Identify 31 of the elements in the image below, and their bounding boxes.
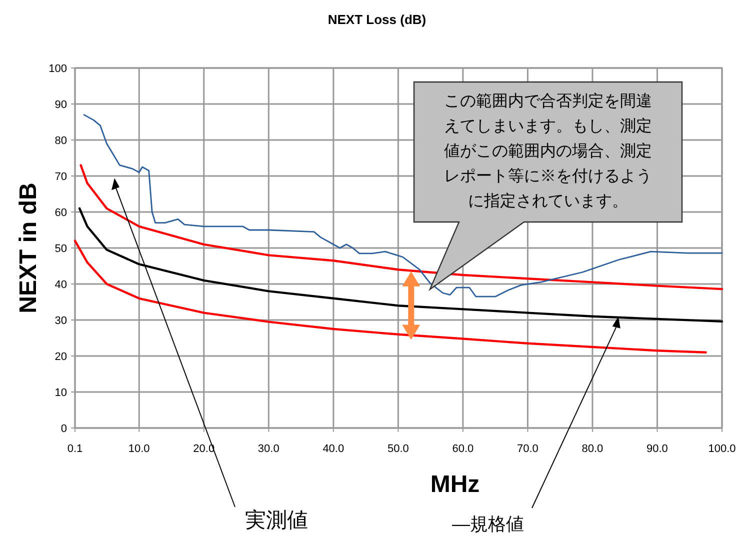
x-tick-label: 80.0	[582, 443, 604, 455]
x-tick-label: 90.0	[646, 443, 668, 455]
line-series	[80, 164, 724, 290]
x-tick-label: 60.0	[452, 443, 474, 455]
x-tick-label: 100.0	[708, 443, 736, 455]
x-axis-title: MHz	[430, 471, 480, 498]
text: 実測値	[245, 509, 308, 532]
y-tick-label: 10	[54, 387, 67, 399]
chart-title: NEXT Loss (dB)	[328, 12, 426, 27]
y-tick-label: 40	[54, 279, 67, 291]
annotation: この範囲内で合否判定を間違えてしまいます。もし、測定値がこの範囲内の場合、測定レポート等に※を付けるように指定されています。	[444, 92, 652, 210]
y-tick-label: 20	[54, 351, 67, 363]
y-axis-title: NEXT in dB	[15, 182, 42, 314]
callout: この範囲内で合否判定を間違えてしまいます。もし、測定値がこの範囲内の場合、測定レポート等に※を付けるように指定されています。	[413, 81, 683, 292]
x-tick-label: 30.0	[258, 443, 280, 455]
x-tick-label: 70.0	[516, 443, 538, 455]
x-tick-label: 50.0	[387, 443, 409, 455]
x-tick-label: 40.0	[322, 443, 344, 455]
y-tick-label: 100	[48, 63, 67, 75]
y-tick-label: 50	[54, 243, 67, 255]
y-tick-label: 60	[54, 207, 67, 219]
y-tick-label: 70	[54, 171, 67, 183]
line-series	[74, 240, 707, 354]
y-tick-label: 0	[60, 423, 67, 435]
x-tick-label: 10.0	[128, 443, 150, 455]
y-tick-label: 90	[54, 99, 67, 111]
y-tick-label: 80	[54, 135, 67, 147]
y-tick-label: 30	[54, 315, 67, 327]
x-tick-label: 0.1	[67, 443, 83, 455]
line-series	[83, 114, 723, 298]
annotation: —規格値	[452, 514, 524, 534]
